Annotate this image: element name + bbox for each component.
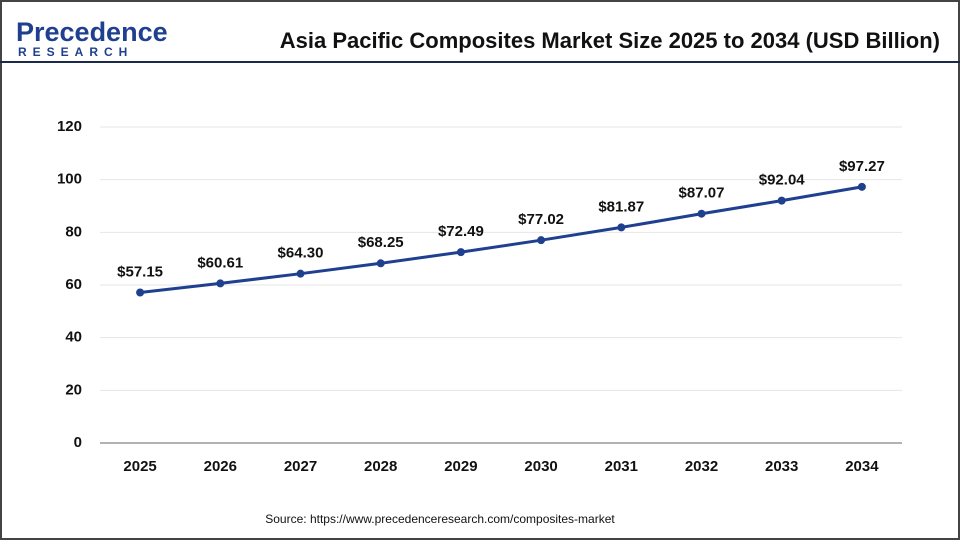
- x-tick-label: 2029: [444, 458, 477, 475]
- point: [617, 223, 626, 232]
- y-tick-label: 120: [57, 118, 82, 135]
- point: [376, 259, 385, 268]
- value-label: $87.07: [679, 185, 725, 202]
- point: [777, 196, 786, 205]
- value-label: $77.02: [518, 211, 564, 228]
- point: [857, 182, 866, 191]
- x-tick-label: 2031: [605, 458, 638, 475]
- point: [136, 288, 145, 297]
- x-tick-label: 2034: [845, 458, 879, 475]
- y-tick-label: 80: [65, 223, 82, 240]
- x-tick-label: 2030: [524, 458, 557, 475]
- value-label: $92.04: [759, 172, 806, 189]
- x-tick-label: 2027: [284, 458, 317, 475]
- x-tick-label: 2033: [765, 458, 798, 475]
- x-tick-label: 2032: [685, 458, 718, 475]
- value-label: $57.15: [117, 263, 163, 280]
- y-tick-label: 100: [57, 171, 82, 188]
- point: [537, 236, 546, 245]
- y-tick-label: 60: [65, 276, 82, 293]
- y-tick-label: 40: [65, 329, 82, 346]
- point: [456, 248, 465, 257]
- line: [139, 185, 863, 294]
- value-label: $64.30: [278, 245, 324, 262]
- point: [697, 209, 706, 218]
- value-label: $60.61: [197, 254, 243, 271]
- value-label: $81.87: [598, 198, 644, 215]
- x-tick-label: 2028: [364, 458, 397, 475]
- x-tick-label: 2026: [204, 458, 237, 475]
- y-tick-label: 0: [74, 434, 82, 451]
- point: [216, 279, 225, 288]
- y-tick-label: 20: [65, 381, 82, 398]
- logo-tagline: RESEARCH: [18, 45, 133, 59]
- chart-title: Asia Pacific Composites Market Size 2025…: [280, 28, 940, 53]
- x-tick-label: 2025: [123, 458, 156, 475]
- value-label: $68.25: [358, 234, 404, 251]
- source: Source: https://www.precedenceresearch.c…: [265, 512, 615, 526]
- value-label: $72.49: [438, 223, 484, 240]
- point: [296, 269, 305, 278]
- value-label: $97.27: [839, 158, 885, 175]
- logo-name: Precedence: [16, 17, 168, 47]
